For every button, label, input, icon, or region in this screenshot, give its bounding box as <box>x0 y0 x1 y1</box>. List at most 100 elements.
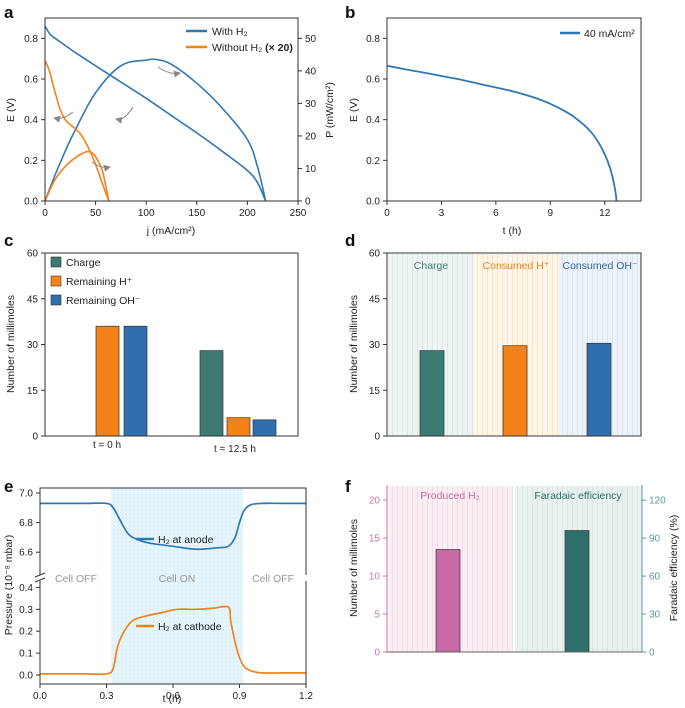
panel-f-ylabel-right: Faradaic efficiency (%) <box>668 515 680 622</box>
panel-a-xtick-label-5: 250 <box>290 208 307 219</box>
panel-d-ytick-label-3: 45 <box>369 294 381 305</box>
panel-f-ytick-label-4: 20 <box>369 496 381 507</box>
panel-e-xtick-label-1: 0.3 <box>100 691 114 702</box>
panel-c-category-1: t = 0 h <box>93 440 121 451</box>
panel-e-upper-ytick-label-2: 7.0 <box>19 489 33 500</box>
panel-d-header-oh: Consumed OH⁻ <box>563 260 638 272</box>
panel-e-xtick-label-3: 0.9 <box>233 691 247 702</box>
panel-a-series-3 <box>44 150 110 202</box>
panel-f-right-ytick-label-3: 90 <box>649 534 661 545</box>
panel-a-ytick-label-1: 0.2 <box>24 156 38 167</box>
panel-f-right-ytick-label-1: 30 <box>649 610 661 621</box>
panel-a-xtick-label-1: 50 <box>90 208 102 219</box>
panel-b-ytick-label-4: 0.8 <box>366 34 380 45</box>
panel-f-ytick-label-1: 5 <box>374 610 380 621</box>
panel-b-ytick-label-3: 0.6 <box>366 75 380 86</box>
legend-label-remaining-h: Remaining H⁺ <box>66 276 133 288</box>
panel-f-right-ytick-label-2: 60 <box>649 572 661 583</box>
panel-e-region-off-1: Cell OFF <box>55 573 97 585</box>
panel-d-ytick-label-2: 30 <box>369 340 381 351</box>
panel-label-a: a <box>4 3 14 22</box>
panel-b-xtick-label-3: 9 <box>548 208 554 219</box>
panel-a-series-0 <box>44 25 267 202</box>
panel-e-lower-ytick-label-0: 0.0 <box>19 671 33 682</box>
panel-b-xtick-label-0: 0 <box>384 208 390 219</box>
panel-e-region-on: Cell ON <box>159 573 196 585</box>
panel-c-ytick-label-4: 60 <box>27 249 39 260</box>
panel-c-ylabel: Number of millimoles <box>5 295 17 393</box>
panel-e-xtick-label-2: 0.6 <box>166 691 180 702</box>
panel-e-ylabel: Pressure (10⁻⁸ mbar) <box>3 535 15 635</box>
panel-e-series-cathode <box>40 605 306 676</box>
panel-e-series-anode <box>40 502 306 551</box>
panel-d-ticks: 0 15 30 45 60 <box>369 249 387 443</box>
panel-e-region-off-2: Cell OFF <box>252 573 294 585</box>
panel-e-lower-ytick-label-4: 0.4 <box>19 583 33 594</box>
panel-a-arrow-0 <box>157 66 181 78</box>
panel-e-xtick-label-0: 0.0 <box>33 691 47 702</box>
panel-f-ytick-label-3: 15 <box>369 534 381 545</box>
legend-label-anode: H₂ at anode <box>158 534 214 546</box>
panel-label-e: e <box>4 477 13 496</box>
legend-label-cathode: H₂ at cathode <box>158 621 222 633</box>
panel-f-header-h2: Produced H₂ <box>420 490 480 502</box>
panel-a-xlabel: j (mA/cm²) <box>146 225 195 237</box>
panel-a-xtick-label-3: 150 <box>188 208 205 219</box>
panel-b-ytick-label-2: 0.4 <box>366 115 380 126</box>
legend-swatch-remaining-oh <box>50 294 62 306</box>
panel-f-bar-1 <box>564 530 590 653</box>
panel-a-right-ytick-label-0: 0 <box>305 197 311 208</box>
panel-a-xtick-label-0: 0 <box>42 208 48 219</box>
panel-a-right-ytick-label-1: 10 <box>305 164 317 175</box>
panel-e: 0.0 0.3 0.6 0.9 1.26.66.87.00.00.10.20.30.4 … <box>3 487 313 705</box>
panel-f-header-fe: Faradaic efficiency <box>534 490 622 502</box>
panel-a-series-2 <box>44 60 110 202</box>
panel-c-ytick-label-1: 15 <box>27 386 39 397</box>
panel-e-upper-ytick-label-1: 6.8 <box>19 518 33 529</box>
panel-c-bar-2-0 <box>123 325 148 437</box>
legend-label-with-h2: With H₂ <box>212 26 248 38</box>
panel-d-header-charge: Charge <box>414 260 449 272</box>
panel-e-upper-ytick-label-0: 6.6 <box>19 548 33 559</box>
panel-e-lower-ytick-label-3: 0.3 <box>19 605 33 616</box>
panel-a-ytick-label-2: 0.4 <box>24 115 38 126</box>
panel-a-right-ytick-label-5: 50 <box>305 34 317 45</box>
panel-e-axis-break-1 <box>34 572 46 578</box>
panel-a-series-1 <box>44 58 267 202</box>
panel-label-d: d <box>345 231 355 250</box>
panel-c-bar-1-1 <box>226 417 251 437</box>
panel-e-axis-break-2 <box>34 577 46 583</box>
panel-a-ylabel-right: P (mW/cm²) <box>324 82 336 138</box>
panel-c-ytick-label-3: 45 <box>27 294 39 305</box>
panel-a-right-ytick-label-3: 30 <box>305 99 317 110</box>
panel-a-ytick-label-3: 0.6 <box>24 75 38 86</box>
panel-a-frame <box>44 17 299 202</box>
panel-a: 0 50 100 150 200 250 0.0 0.2 0.4 0.6 0.8 0 10 20 30 40 5… <box>5 17 336 237</box>
legend-swatch-charge <box>50 256 62 268</box>
panel-a-ytick-label-4: 0.8 <box>24 34 38 45</box>
panel-a-ylabel: E (V) <box>5 98 17 122</box>
panel-d-plot <box>419 342 612 437</box>
panel-d: 0 15 30 45 60 Number of millimoles Charge Co… <box>348 249 642 443</box>
panel-d-bar-1 <box>502 345 528 437</box>
panel-b-ticks: 0 3 6 9 12 0.0 0.2 0.4 0.6 0.8 <box>366 34 611 219</box>
panel-a-arrow-1 <box>115 106 134 124</box>
panel-a-xtick-label-4: 200 <box>239 208 256 219</box>
panel-c-ticks: 0 15 30 45 60 <box>27 249 45 443</box>
panel-d-bar-2 <box>586 342 612 437</box>
panel-b: 0 3 6 9 12 0.0 0.2 0.4 0.6 0.8 t (h) E (V) 40 mA/… <box>348 17 642 237</box>
panel-e-xlabel: t (h) <box>163 693 182 705</box>
panel-a-arrow-3 <box>91 161 111 172</box>
panel-label-c: c <box>4 231 13 250</box>
panel-d-ytick-label-0: 0 <box>374 432 380 443</box>
panel-e-lower-ytick-label-1: 0.1 <box>19 649 33 660</box>
panel-f-bar-0 <box>435 549 461 653</box>
panel-b-xlabel: t (h) <box>503 225 522 237</box>
panel-c-category-2: t = 12.5 h <box>214 444 256 455</box>
panel-e-ticks: 0.0 0.3 0.6 0.9 1.2 6.6 6.8 7.0 0.0 0.1 0.2 0.3 0.4 <box>19 489 313 703</box>
panel-a-right-ytick-label-2: 20 <box>305 131 317 142</box>
legend-label-40ma: 40 mA/cm² <box>584 28 635 40</box>
panel-c-ytick-label-0: 0 <box>32 432 38 443</box>
